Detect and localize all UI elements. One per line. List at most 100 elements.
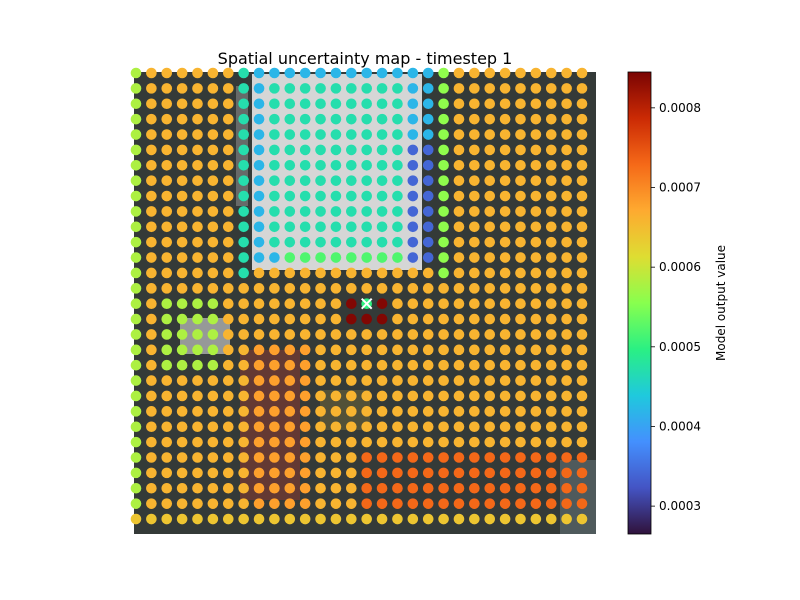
data-point xyxy=(438,390,449,402)
data-point xyxy=(253,375,265,386)
data-point xyxy=(315,159,326,171)
data-point xyxy=(499,83,511,94)
data-point xyxy=(253,236,265,248)
data-point xyxy=(330,283,342,294)
data-point xyxy=(469,283,480,294)
data-point xyxy=(438,252,449,263)
data-point xyxy=(130,129,142,140)
data-point xyxy=(392,390,403,402)
data-point xyxy=(346,252,357,263)
data-point xyxy=(146,467,157,479)
data-point xyxy=(207,406,219,417)
data-point xyxy=(299,67,311,79)
data-point xyxy=(284,159,296,171)
data-point xyxy=(561,144,572,156)
data-point xyxy=(515,375,526,386)
data-point xyxy=(376,252,388,263)
data-point xyxy=(284,467,296,479)
data-point xyxy=(422,359,434,371)
data-point xyxy=(346,359,357,371)
data-point xyxy=(176,344,188,356)
data-point xyxy=(222,421,234,433)
colorbar-label: Model output value xyxy=(714,245,728,361)
data-point xyxy=(330,98,342,110)
data-point xyxy=(515,267,526,279)
data-point xyxy=(530,467,542,479)
data-point xyxy=(176,144,188,156)
data-point xyxy=(530,267,542,279)
data-point xyxy=(192,252,203,263)
data-point xyxy=(576,129,588,140)
data-point xyxy=(176,67,188,79)
data-point xyxy=(284,452,296,463)
data-point xyxy=(253,252,265,263)
data-point xyxy=(438,221,449,233)
data-point xyxy=(161,406,173,417)
data-point xyxy=(407,482,419,494)
map-feature xyxy=(180,318,230,354)
data-point xyxy=(422,298,434,310)
data-point xyxy=(284,329,296,340)
data-point xyxy=(253,83,265,94)
data-point xyxy=(146,67,157,79)
data-point xyxy=(422,452,434,463)
data-point xyxy=(130,359,142,371)
data-point xyxy=(407,467,419,479)
data-point xyxy=(269,129,280,140)
data-point xyxy=(207,390,219,402)
data-point xyxy=(469,206,480,217)
data-point xyxy=(499,267,511,279)
data-point xyxy=(315,375,326,386)
data-point xyxy=(407,221,419,233)
data-point xyxy=(376,144,388,156)
data-point xyxy=(545,406,557,417)
data-point xyxy=(346,159,357,171)
data-point xyxy=(469,406,480,417)
data-point xyxy=(545,298,557,310)
data-point xyxy=(284,498,296,509)
data-point xyxy=(392,221,403,233)
data-point xyxy=(469,221,480,233)
data-point xyxy=(576,298,588,310)
data-point xyxy=(130,513,142,525)
data-point xyxy=(176,252,188,263)
data-point xyxy=(130,406,142,417)
data-point xyxy=(561,329,572,340)
data-point xyxy=(146,406,157,417)
data-point xyxy=(253,390,265,402)
data-point xyxy=(453,206,465,217)
data-point xyxy=(130,221,142,233)
data-point xyxy=(484,129,496,140)
data-point xyxy=(407,283,419,294)
data-point xyxy=(576,221,588,233)
data-point xyxy=(161,67,173,79)
data-point xyxy=(545,283,557,294)
data-point xyxy=(222,175,234,186)
data-point xyxy=(453,513,465,525)
data-point xyxy=(484,329,496,340)
data-point xyxy=(161,436,173,448)
data-point xyxy=(361,236,373,248)
data-point xyxy=(469,144,480,156)
data-point xyxy=(422,252,434,263)
data-point xyxy=(376,421,388,433)
colorbar-gradient xyxy=(627,71,652,535)
data-point xyxy=(407,252,419,263)
data-point xyxy=(146,313,157,325)
data-point xyxy=(376,406,388,417)
data-point xyxy=(515,406,526,417)
data-point xyxy=(284,83,296,94)
data-point xyxy=(576,144,588,156)
data-point xyxy=(530,83,542,94)
data-point xyxy=(299,113,311,125)
data-point xyxy=(392,344,403,356)
data-point xyxy=(269,236,280,248)
data-point xyxy=(346,421,357,433)
data-point xyxy=(576,175,588,186)
data-point xyxy=(438,482,449,494)
data-point xyxy=(515,236,526,248)
data-point xyxy=(192,498,203,509)
data-point xyxy=(561,498,572,509)
data-point xyxy=(146,159,157,171)
data-point xyxy=(315,406,326,417)
